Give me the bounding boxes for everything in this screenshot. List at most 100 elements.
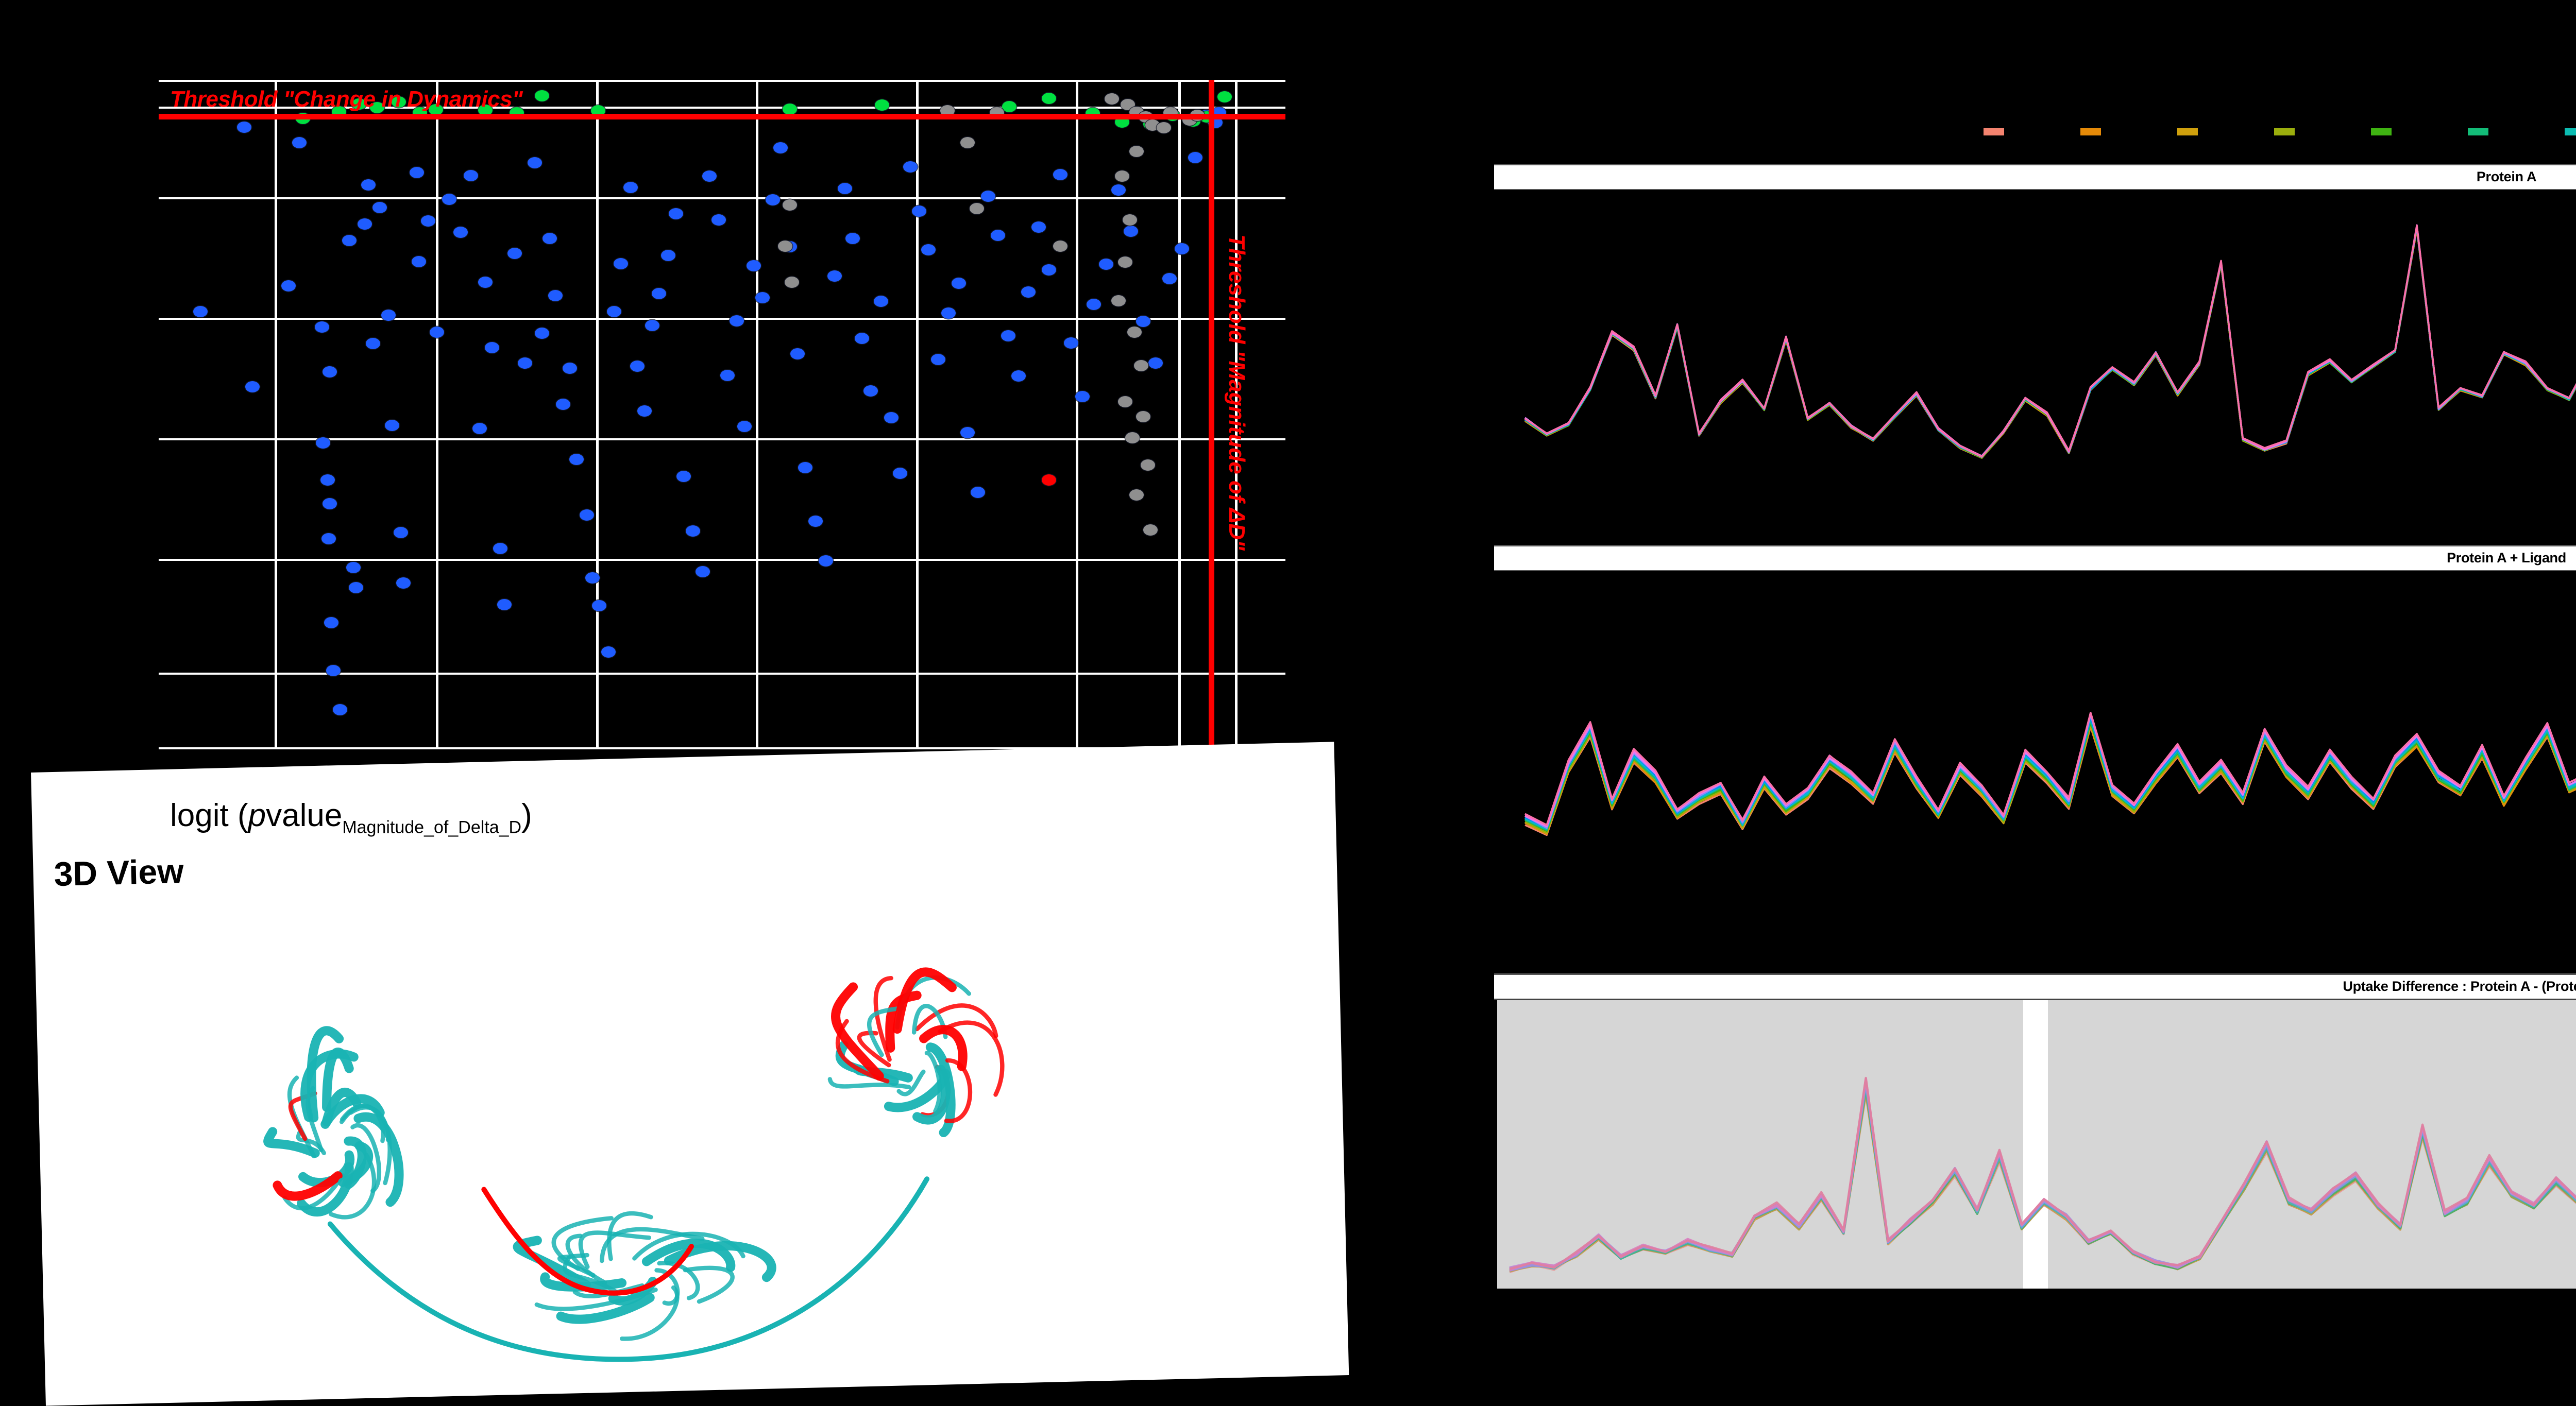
scatter-point-blue[interactable] [696,565,710,577]
scatter-point-blue[interactable] [960,427,975,439]
scatter-point-blue[interactable] [361,179,376,191]
scatter-point-blue[interactable] [737,421,752,433]
scatter-point-blue[interactable] [320,474,335,486]
scatter-point-blue[interactable] [808,516,823,527]
scatter-point-green[interactable] [782,103,797,115]
scatter-point-blue[interactable] [292,136,307,148]
chart-canvas-protein-a-ligand[interactable] [1494,572,2576,870]
scatter-point-grey[interactable] [785,276,800,288]
scatter-point-grey[interactable] [1125,432,1140,444]
scatter-point-green[interactable] [352,98,367,110]
scatter-point-blue[interactable] [463,170,478,182]
scatter-point-blue[interactable] [237,121,252,133]
scatter-point-blue[interactable] [613,258,628,269]
3d-view-card[interactable]: 3D View [31,742,1349,1406]
scatter-point-grey[interactable] [1127,326,1142,338]
scatter-point-blue[interactable] [601,646,616,658]
scatter-point-blue[interactable] [837,183,852,195]
scatter-point-blue[interactable] [1136,315,1151,327]
scatter-point-blue[interactable] [660,249,675,261]
scatter-point-blue[interactable] [1124,225,1139,237]
scatter-point-blue[interactable] [556,398,571,410]
scatter-point-green[interactable] [590,105,605,117]
scatter-point-blue[interactable] [1053,168,1067,180]
legend-swatch-4[interactable] [2371,128,2392,135]
scatter-point-blue[interactable] [676,470,691,482]
scatter-point-blue[interactable] [528,157,543,168]
scatter-point-grey[interactable] [1134,359,1149,371]
scatter-point-blue[interactable] [980,190,995,202]
scatter-point-blue[interactable] [765,194,780,206]
scatter-point-grey[interactable] [969,203,984,215]
scatter-point-grey[interactable] [1111,295,1126,307]
scatter-point-blue[interactable] [630,361,645,372]
scatter-point-blue[interactable] [580,509,595,521]
scatter-point-blue[interactable] [755,292,770,303]
scatter-point-blue[interactable] [365,338,380,350]
scatter-point-blue[interactable] [941,307,956,319]
scatter-point-green[interactable] [1002,100,1017,112]
chart-canvas-uptake-difference[interactable] [1494,1000,2576,1289]
scatter-point-blue[interactable] [534,327,549,339]
scatter-point-grey[interactable] [1136,410,1151,422]
scatter-point-blue[interactable] [245,381,260,392]
scatter-point-grey[interactable] [1156,122,1171,133]
scatter-point-blue[interactable] [453,227,468,238]
scatter-point-green[interactable] [1041,93,1056,105]
scatter-point-blue[interactable] [323,498,337,510]
scatter-point-blue[interactable] [1188,151,1203,163]
scatter-point-green[interactable] [875,99,890,111]
scatter-point-blue[interactable] [592,600,607,612]
scatter-point-blue[interactable] [381,309,396,321]
scatter-point-blue[interactable] [845,233,860,245]
scatter-point-grey[interactable] [777,240,792,252]
scatter-point-grey[interactable] [940,105,955,117]
scatter-point-grey[interactable] [960,136,975,148]
scatter-point-blue[interactable] [315,321,330,333]
scatter-point-blue[interactable] [372,201,387,213]
scatter-point-blue[interactable] [798,462,813,474]
scatter-point-blue[interactable] [342,234,357,246]
scatter-point-grey[interactable] [1118,256,1133,268]
scatter-point-blue[interactable] [893,467,908,479]
scatter-point-blue[interactable] [323,366,337,378]
protein-structure-cartoon[interactable] [64,864,1210,1405]
scatter-point-blue[interactable] [324,617,338,629]
scatter-point-blue[interactable] [1111,184,1126,196]
scatter-point-blue[interactable] [931,353,946,365]
scatter-point-blue[interactable] [412,255,427,267]
scatter-point-blue[interactable] [409,167,424,178]
scatter-point-blue[interactable] [645,320,659,332]
scatter-point-blue[interactable] [497,599,512,611]
scatter-point-green[interactable] [478,105,493,116]
scatter-point-blue[interactable] [321,533,336,544]
scatter-point-blue[interactable] [884,412,899,424]
scatter-point-blue[interactable] [606,305,621,317]
legend-swatch-3[interactable] [2274,128,2295,135]
volcano-plot-area[interactable] [159,80,1285,749]
scatter-point-grey[interactable] [1053,240,1067,252]
scatter-point-blue[interactable] [1021,286,1036,298]
chart-canvas-protein-a[interactable] [1494,191,2576,479]
scatter-point-green[interactable] [429,104,443,115]
scatter-point-blue[interactable] [951,278,966,289]
scatter-point-green[interactable] [370,102,385,114]
scatter-point-blue[interactable] [517,357,532,369]
scatter-point-blue[interactable] [430,326,445,338]
scatter-point-blue[interactable] [346,561,361,573]
scatter-point-blue[interactable] [281,280,296,292]
scatter-point-blue[interactable] [1148,357,1163,369]
scatter-point-grey[interactable] [1123,214,1138,226]
scatter-point-grey[interactable] [1129,489,1144,501]
scatter-point-blue[interactable] [193,305,208,317]
scatter-point-blue[interactable] [485,341,500,353]
scatter-point-blue[interactable] [396,577,411,589]
scatter-point-blue[interactable] [1001,330,1015,341]
scatter-point-grey[interactable] [782,199,797,211]
scatter-point-blue[interactable] [854,332,869,344]
scatter-point-blue[interactable] [1087,299,1101,311]
scatter-point-blue[interactable] [316,437,331,449]
scatter-point-blue[interactable] [394,526,409,538]
scatter-point-blue[interactable] [384,419,399,431]
scatter-point-blue[interactable] [542,233,557,245]
